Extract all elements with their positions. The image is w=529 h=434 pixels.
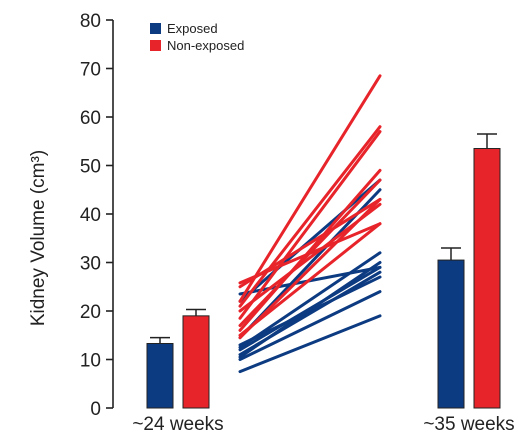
exposed-individual-line (238, 261, 382, 359)
legend-label: Non-exposed (167, 38, 244, 53)
bars (146, 133, 501, 409)
non-exposed-bar (182, 315, 210, 409)
y-tick-label: 30 (80, 254, 101, 275)
y-axis: 0 10 20 30 40 50 60 70 80 (80, 11, 114, 420)
legend: Exposed Non-exposed (150, 21, 244, 53)
y-tick-label: 80 (80, 11, 101, 32)
individual-lines (238, 74, 382, 374)
exposed-individual-line (238, 290, 382, 361)
x-category-label: ~24 weeks (132, 414, 223, 434)
non-exposed-individual-line (238, 202, 382, 313)
y-tick-label: 0 (90, 399, 101, 420)
non-exposed-individual-line (238, 222, 382, 285)
non-exposed-bar (473, 148, 501, 409)
y-tick-label: 40 (80, 205, 101, 226)
non-exposed-individual-line (238, 74, 382, 303)
exposed-individual-line (238, 251, 382, 349)
x-category-label: ~35 weeks (423, 414, 514, 434)
x-category-labels: ~24 weeks ~35 weeks (132, 414, 514, 434)
exposed-individual-line (238, 314, 382, 374)
non-exposed-individual-line (238, 130, 382, 320)
legend-swatch (150, 23, 161, 34)
exposed-bar (437, 259, 465, 409)
non-exposed-individual-line (238, 168, 382, 332)
y-tick-label: 60 (80, 108, 101, 129)
non-exposed-individual-line (238, 222, 382, 337)
exposed-individual-line (238, 178, 382, 303)
y-axis-title: Kidney Volume (cm³) (28, 150, 49, 326)
non-exposed-individual-line (238, 125, 382, 308)
legend-label: Exposed (167, 21, 218, 36)
y-tick-label: 10 (80, 351, 101, 372)
y-tick-label: 50 (80, 157, 101, 178)
y-tick-label: 20 (80, 302, 101, 323)
exposed-bar (146, 342, 174, 409)
legend-swatch (150, 40, 161, 51)
y-tick-label: 70 (80, 60, 101, 81)
